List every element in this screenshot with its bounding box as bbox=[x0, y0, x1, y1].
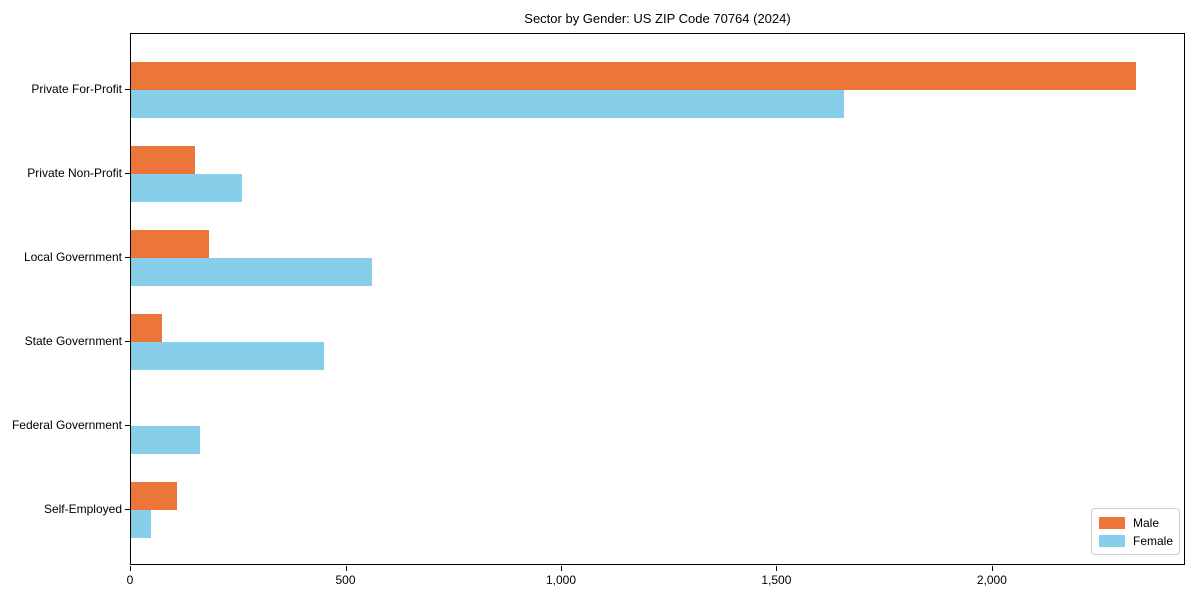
ytick-label-private-for-profit: Private For-Profit bbox=[31, 82, 122, 96]
xtick-label-500: 500 bbox=[335, 573, 356, 587]
xtick-label-0: 0 bbox=[126, 573, 134, 587]
ytick-label-local-government: Local Government bbox=[23, 250, 122, 264]
bar-female-self-employed bbox=[131, 510, 152, 538]
xtick-label-1,500: 1,500 bbox=[761, 573, 792, 587]
legend-swatch-male bbox=[1099, 516, 1125, 529]
legend-swatch-female bbox=[1099, 534, 1125, 547]
chart-title: Sector by Gender: US ZIP Code 70764 (202… bbox=[524, 11, 791, 26]
legend-label-female: Female bbox=[1133, 533, 1174, 548]
xtick-label-2,000: 2,000 bbox=[976, 573, 1007, 587]
ytick-label-private-non-profit: Private Non-Profit bbox=[27, 166, 122, 180]
xtick-label-1,000: 1,000 bbox=[545, 573, 577, 587]
bar-male-local-government bbox=[131, 230, 209, 258]
bar-male-private-for-profit bbox=[131, 62, 1136, 90]
xtick-mark-2,000 bbox=[991, 566, 993, 571]
bar-male-private-non-profit bbox=[131, 146, 196, 174]
bar-female-local-government bbox=[131, 258, 372, 286]
bar-male-self-employed bbox=[131, 482, 177, 510]
ytick-mark-private-for-profit bbox=[125, 89, 130, 90]
xtick-mark-500 bbox=[345, 566, 347, 571]
legend-item-female: Female bbox=[1099, 533, 1174, 548]
ytick-mark-private-non-profit bbox=[125, 173, 130, 174]
ytick-mark-self-employed bbox=[125, 509, 130, 510]
xtick-mark-1,500 bbox=[776, 566, 778, 571]
legend: Male Female bbox=[1091, 508, 1180, 555]
ytick-label-self-employed: Self-Employed bbox=[43, 502, 122, 516]
xtick-mark-1,000 bbox=[561, 566, 562, 571]
plot-area bbox=[130, 33, 1185, 565]
legend-item-male: Male bbox=[1099, 516, 1172, 530]
bar-female-state-government bbox=[131, 342, 325, 370]
xtick-mark-0 bbox=[130, 566, 131, 571]
bar-male-state-government bbox=[131, 314, 162, 342]
ytick-mark-local-government bbox=[125, 257, 130, 258]
bar-female-private-for-profit bbox=[131, 90, 844, 118]
ytick-mark-state-government bbox=[125, 341, 130, 342]
ytick-label-federal-government: Federal Government bbox=[11, 418, 122, 432]
bar-female-private-non-profit bbox=[131, 174, 243, 202]
ytick-mark-federal-government bbox=[125, 425, 130, 426]
ytick-label-state-government: State Government bbox=[24, 334, 122, 348]
bar-female-federal-government bbox=[131, 426, 200, 454]
legend-label-male: Male bbox=[1133, 515, 1160, 530]
